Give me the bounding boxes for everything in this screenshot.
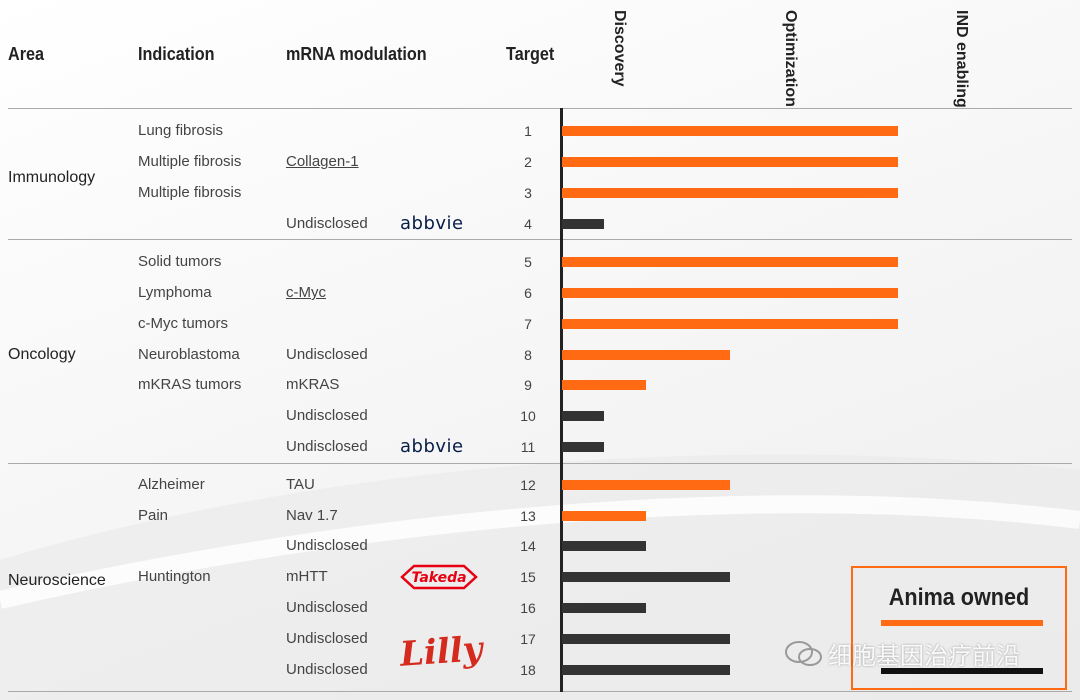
bar-target-12	[562, 480, 730, 490]
bar-target-9	[562, 380, 646, 390]
legend-anima-owned: Anima owned	[888, 584, 1030, 611]
modulation-11: Undisclosed	[286, 438, 368, 455]
indication-8: Neuroblastoma	[138, 346, 240, 363]
indication-5: Solid tumors	[138, 253, 222, 270]
bar-target-13	[562, 511, 646, 521]
modulation-9: mKRAS	[286, 376, 340, 393]
bar-target-4	[562, 219, 604, 229]
bar-target-2	[562, 157, 898, 167]
target-9: 9	[524, 377, 532, 393]
target-17: 17	[520, 631, 536, 647]
bar-target-3	[562, 188, 898, 198]
bar-target-10	[562, 411, 604, 421]
target-15: 15	[520, 569, 536, 585]
lilly-logo: Lilly	[398, 629, 484, 675]
bar-target-16	[562, 603, 646, 613]
stage-discovery: Discovery	[611, 10, 628, 87]
modulation-17: Undisclosed	[286, 630, 368, 647]
abbvie-logo: abbvie	[400, 213, 464, 234]
bar-target-18	[562, 665, 730, 675]
bar-target-1	[562, 126, 898, 136]
bar-target-14	[562, 541, 646, 551]
modulation-2[interactable]: Collagen-1	[286, 153, 359, 170]
target-1: 1	[524, 123, 532, 139]
bar-target-5	[562, 257, 898, 267]
modulation-12: TAU	[286, 476, 315, 493]
target-2: 2	[524, 154, 532, 170]
target-14: 14	[520, 538, 536, 554]
rule-immunology	[8, 239, 1072, 240]
stage-ind-enabling: IND enabling	[953, 10, 970, 108]
area-immunology: Immunology	[8, 169, 96, 186]
rule-top	[8, 108, 1072, 109]
header-target: Target	[506, 44, 555, 64]
header-indication: Indication	[138, 44, 215, 64]
bar-target-17	[562, 634, 730, 644]
modulation-6[interactable]: c-Myc	[286, 284, 326, 301]
target-3: 3	[524, 185, 532, 201]
indication-2: Multiple fibrosis	[138, 153, 242, 170]
takeda-logo: Takeda	[400, 564, 478, 595]
abbvie-logo-2: abbvie	[400, 436, 464, 457]
wechat-icon	[785, 641, 822, 666]
target-8: 8	[524, 347, 532, 363]
target-12: 12	[520, 477, 536, 493]
modulation-10: Undisclosed	[286, 407, 368, 424]
header-area: Area	[8, 44, 45, 64]
modulation-18: Undisclosed	[286, 661, 368, 678]
target-11: 11	[520, 439, 536, 455]
target-10: 10	[520, 408, 536, 424]
bar-target-15	[562, 572, 730, 582]
bar-target-6	[562, 288, 898, 298]
legend-owned-swatch	[881, 620, 1043, 626]
bar-target-8	[562, 350, 730, 360]
modulation-4: Undisclosed	[286, 215, 368, 232]
area-oncology: Oncology	[8, 346, 76, 363]
target-7: 7	[524, 316, 532, 332]
target-13: 13	[520, 508, 536, 524]
target-16: 16	[520, 600, 536, 616]
area-neuroscience: Neuroscience	[8, 572, 106, 589]
bar-target-7	[562, 319, 898, 329]
chart-axis	[560, 108, 563, 692]
modulation-14: Undisclosed	[286, 537, 368, 554]
target-5: 5	[524, 254, 532, 270]
target-18: 18	[520, 662, 536, 678]
watermark-text: 细胞基因治疗前沿	[828, 642, 1020, 670]
stage-optimization: Optimization	[782, 10, 799, 107]
rule-oncology	[8, 463, 1072, 464]
indication-6: Lymphoma	[138, 284, 212, 301]
indication-13: Pain	[138, 507, 169, 524]
takeda-logo-text: Takeda	[411, 570, 466, 586]
target-4: 4	[524, 216, 532, 232]
indication-7: c-Myc tumors	[138, 315, 228, 332]
bar-target-11	[562, 442, 604, 452]
indication-1: Lung fibrosis	[138, 122, 224, 139]
modulation-13: Nav 1.7	[286, 507, 338, 524]
modulation-15: mHTT	[286, 568, 328, 585]
legend-box: Anima owned	[851, 566, 1067, 690]
header-mrna-modulation: mRNA modulation	[286, 44, 427, 64]
legend-partnered-swatch	[881, 668, 1043, 674]
modulation-16: Undisclosed	[286, 599, 368, 616]
modulation-8: Undisclosed	[286, 346, 368, 363]
indication-3: Multiple fibrosis	[138, 184, 242, 201]
indication-15: Huntington	[138, 568, 211, 585]
target-6: 6	[524, 285, 532, 301]
indication-9: mKRAS tumors	[138, 376, 242, 393]
indication-12: Alzheimer	[138, 476, 205, 493]
rule-bottom	[8, 691, 1072, 692]
